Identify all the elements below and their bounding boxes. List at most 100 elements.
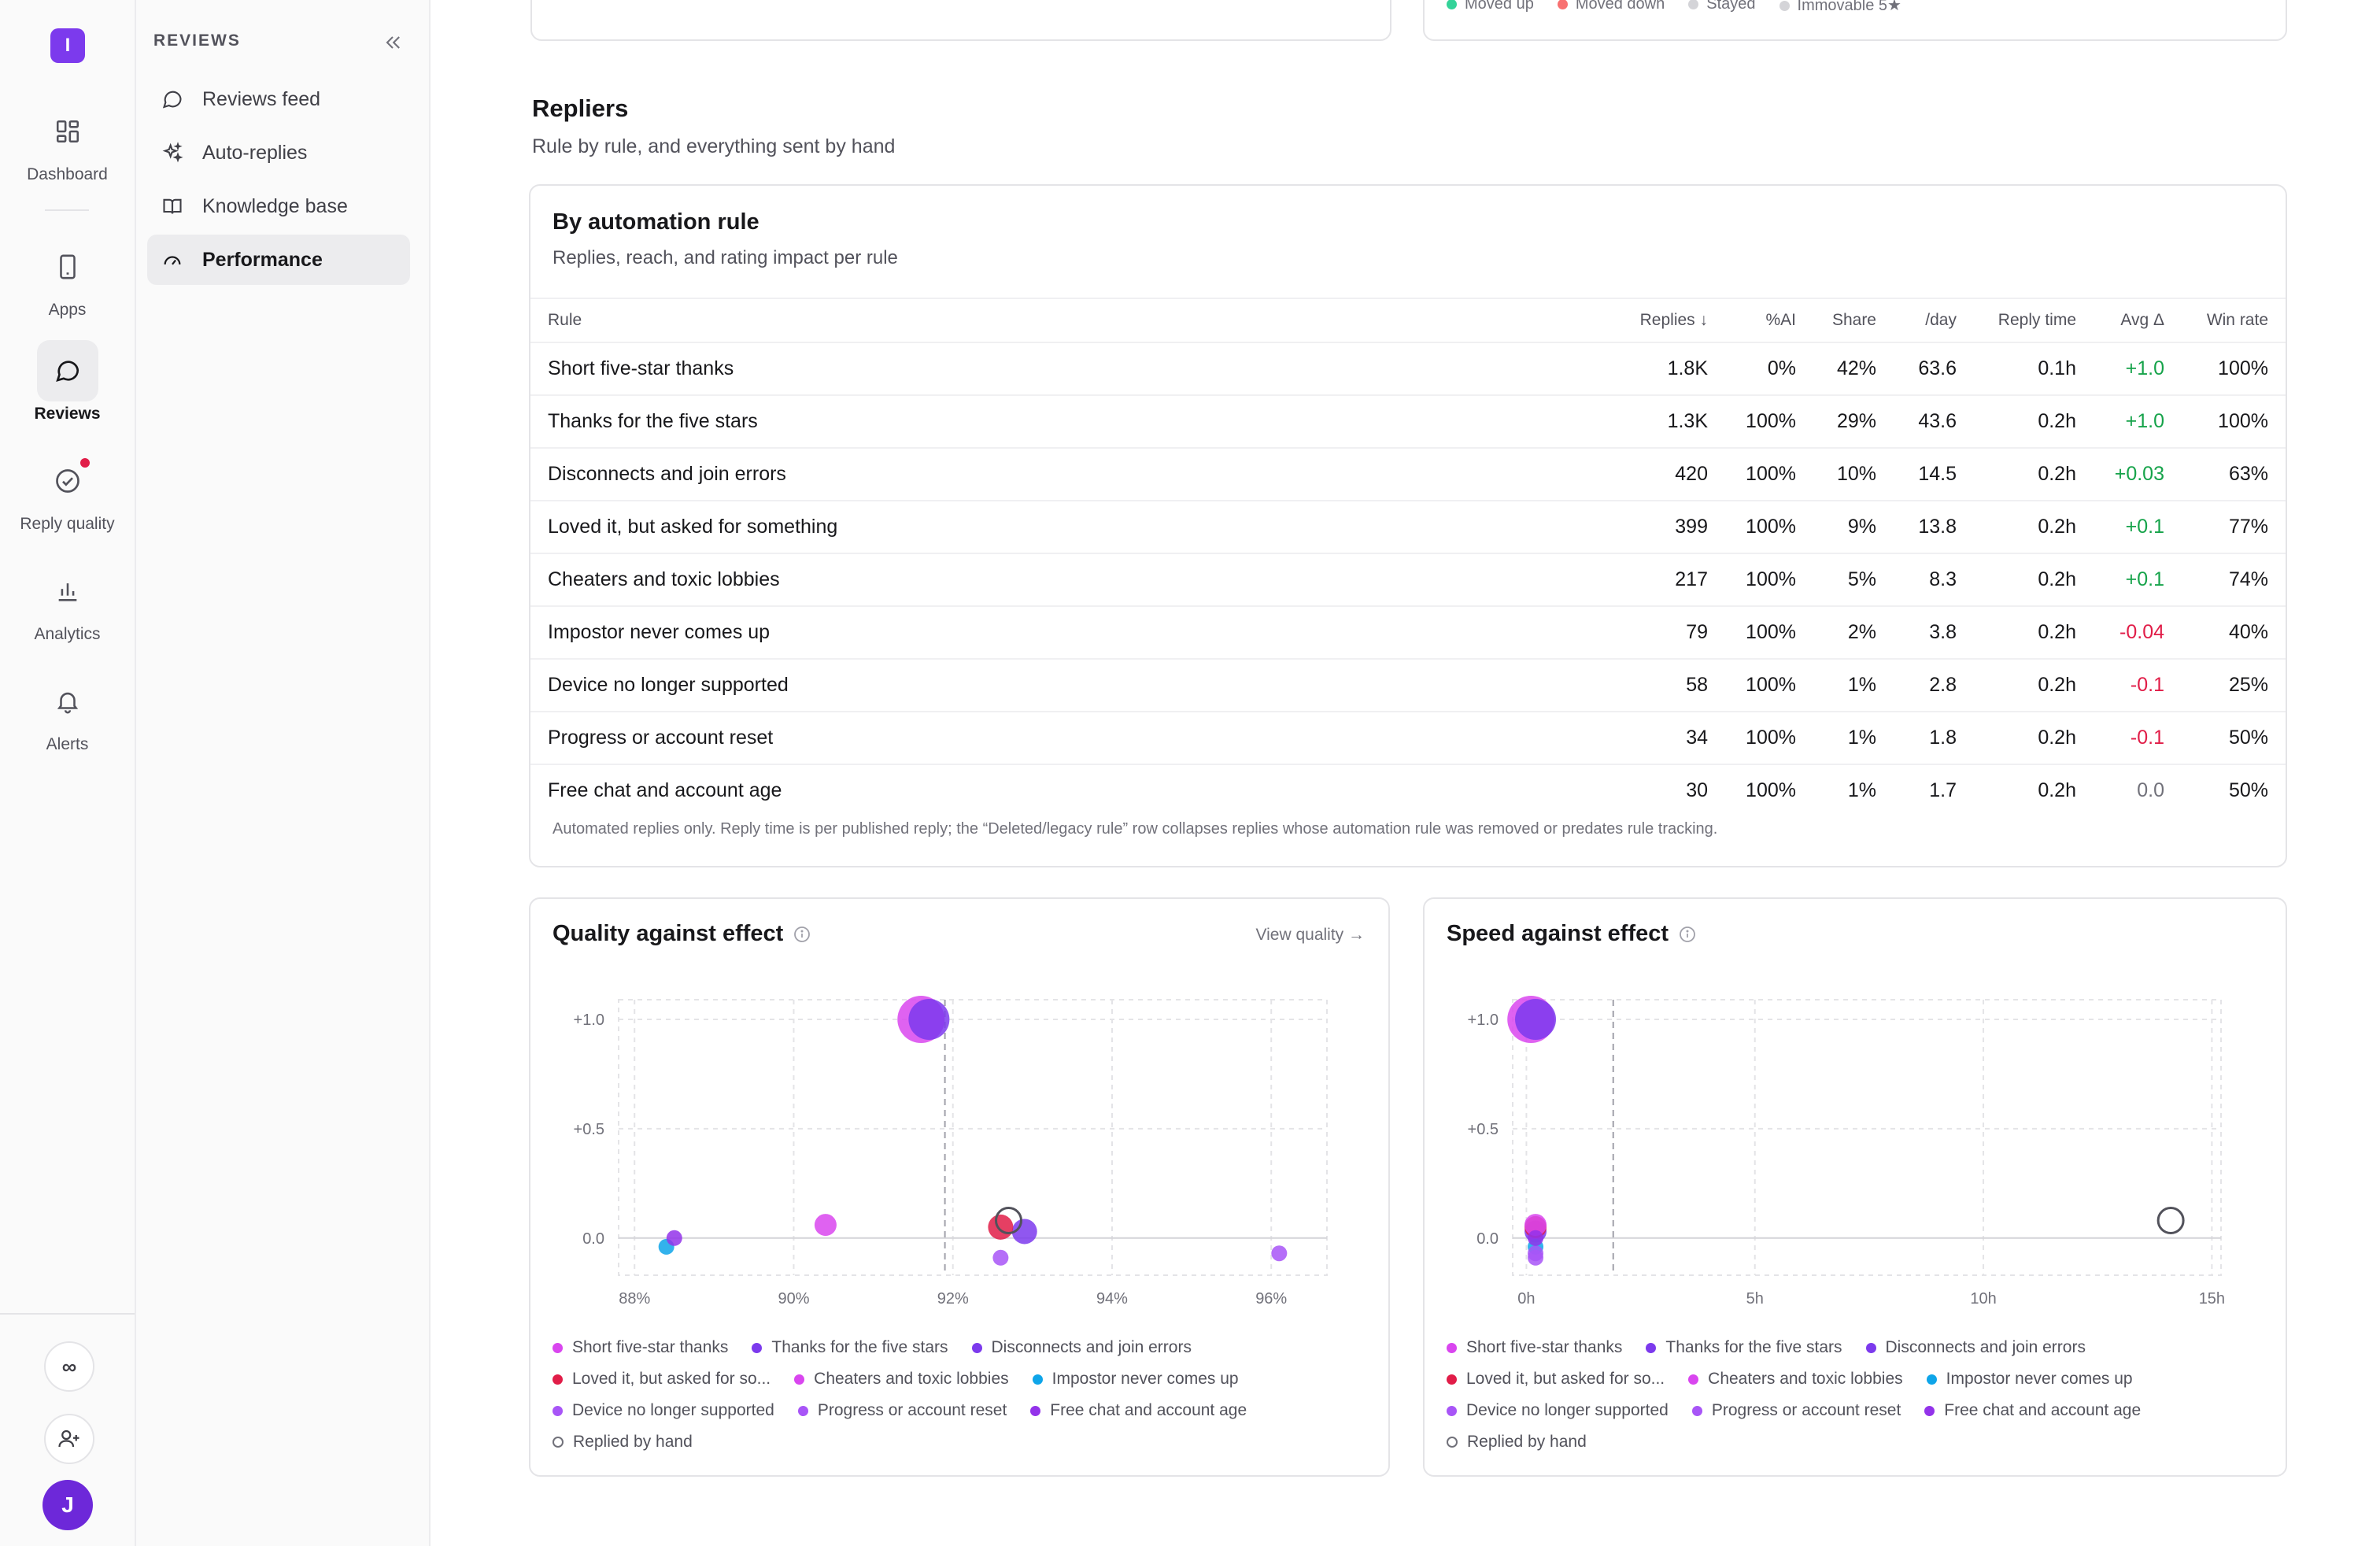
info-icon[interactable] xyxy=(1678,925,1697,944)
table-row[interactable]: Free chat and account age 30 100% 1% 1.7 0.2h… xyxy=(530,764,2286,816)
quality-chart-card: Quality against effect View quality → 88… xyxy=(529,897,1390,1477)
avatar[interactable]: J xyxy=(42,1480,93,1530)
column-header-replies[interactable]: Replies ↓ xyxy=(1613,298,1725,343)
legend-item[interactable]: Impostor never comes up xyxy=(1032,1370,1239,1389)
cell-avg-delta: +0.1 xyxy=(2094,553,2182,607)
column-header-avg-delta[interactable]: Avg Δ xyxy=(2094,298,2182,343)
cell-reply-time: 0.1h xyxy=(1974,342,2094,396)
section-title: Repliers xyxy=(532,94,629,122)
collapse-sidebar-button[interactable] xyxy=(382,31,404,57)
column-header-rule[interactable]: Rule xyxy=(530,298,1613,343)
rail-divider xyxy=(0,1313,135,1315)
info-icon[interactable] xyxy=(793,925,811,944)
cell-rule: Cheaters and toxic lobbies xyxy=(530,553,1613,607)
rail-item-analytics[interactable]: Analytics xyxy=(0,560,135,644)
legend-item[interactable]: Short five-star thanks xyxy=(1447,1338,1622,1357)
data-point xyxy=(2156,1207,2185,1235)
cell-ai: 100% xyxy=(1725,553,1813,607)
legend-item[interactable]: Replied by hand xyxy=(1447,1433,1587,1452)
y-tick-label: +1.0 xyxy=(574,1012,604,1029)
rail-item-reviews[interactable]: Reviews xyxy=(0,340,135,423)
card-subtitle: Replies, reach, and rating impact per ru… xyxy=(552,247,898,268)
x-tick-label: 5h xyxy=(1746,1290,1764,1307)
cell-per-day: 8.3 xyxy=(1894,553,1974,607)
sidebar-item-reviews-feed[interactable]: Reviews feed xyxy=(147,74,410,124)
sidebar-item-performance[interactable]: Performance xyxy=(147,235,410,285)
legend-item[interactable]: Thanks for the five stars xyxy=(1646,1338,1842,1357)
infinity-button[interactable]: ∞ xyxy=(44,1341,94,1392)
speed-chart-card: Speed against effect 0h 5h 10h 15h +1.0 +0.5 0… xyxy=(1423,897,2287,1477)
chart-title: Quality against effect xyxy=(552,921,784,946)
cell-avg-delta: +1.0 xyxy=(2094,342,2182,396)
view-quality-link[interactable]: View quality → xyxy=(1255,926,1365,944)
user-plus-icon xyxy=(58,1429,79,1448)
table-row[interactable]: Short five-star thanks 1.8K 0% 42% 63.6 0.1h +… xyxy=(530,342,2286,396)
rail-item-alerts[interactable]: Alerts xyxy=(0,671,135,754)
table-row[interactable]: Disconnects and join errors 420 100% 10% 14.… xyxy=(530,448,2286,501)
legend-item[interactable]: Device no longer supported xyxy=(1447,1401,1669,1420)
cell-reply-time: 0.2h xyxy=(1974,712,2094,765)
legend-item[interactable]: Progress or account reset xyxy=(1691,1401,1901,1420)
rail-label: Reviews xyxy=(34,405,101,423)
column-header-share[interactable]: Share xyxy=(1813,298,1894,343)
table-header-row: Rule Replies ↓ %AI Share /day Reply time… xyxy=(530,298,2286,343)
legend-item[interactable]: Loved it, but asked for so... xyxy=(1447,1370,1665,1389)
cell-ai: 100% xyxy=(1746,779,1796,801)
legend-item[interactable]: Disconnects and join errors xyxy=(971,1338,1192,1357)
rail-item-apps[interactable]: Apps xyxy=(0,236,135,320)
column-header-ai[interactable]: %AI xyxy=(1725,298,1813,343)
legend-item[interactable]: Free chat and account age xyxy=(1924,1401,2141,1420)
legend-item[interactable]: Short five-star thanks xyxy=(552,1338,728,1357)
chart-title-row: Quality against effect xyxy=(552,921,811,947)
section-subtitle: Rule by rule, and everything sent by han… xyxy=(532,135,896,157)
table-row[interactable]: Progress or account reset 34 100% 1% 1.8 0.2h… xyxy=(530,712,2286,765)
cell-rule: Free chat and account age xyxy=(548,779,782,801)
legend-item[interactable]: Thanks for the five stars xyxy=(752,1338,948,1357)
sidebar-item-knowledge-base[interactable]: Knowledge base xyxy=(147,181,410,231)
column-header-win-rate[interactable]: Win rate xyxy=(2182,298,2286,343)
gauge-icon xyxy=(161,249,193,271)
cell-reply-time: 0.2h xyxy=(1974,606,2094,660)
legend-item[interactable]: Progress or account reset xyxy=(797,1401,1007,1420)
table-row[interactable]: Impostor never comes up 79 100% 2% 3.8 0.2h -0… xyxy=(530,606,2286,660)
legend-item: Stayed xyxy=(1688,0,1756,15)
cell-replies: 217 xyxy=(1613,553,1725,607)
legend-item[interactable]: Device no longer supported xyxy=(552,1401,774,1420)
x-tick-label: 92% xyxy=(937,1290,969,1307)
legend-item[interactable]: Loved it, but asked for so... xyxy=(552,1370,771,1389)
cell-win-rate: 25% xyxy=(2182,659,2286,712)
x-tick-label: 15h xyxy=(2199,1290,2225,1307)
table-row[interactable]: Device no longer supported 58 100% 1% 2.8 0.2… xyxy=(530,659,2286,712)
chart-legend: Short five-star thanks Thanks for the fi… xyxy=(552,1332,1379,1458)
column-header-reply-time[interactable]: Reply time xyxy=(1974,298,2094,343)
cell-rule: Short five-star thanks xyxy=(530,342,1613,396)
rail-item-dashboard[interactable]: Dashboard xyxy=(0,101,135,184)
legend-item[interactable]: Cheaters and toxic lobbies xyxy=(794,1370,1009,1389)
rules-table-card: By automation rule Replies, reach, and r… xyxy=(529,184,2287,867)
table-row[interactable]: Thanks for the five stars 1.3K 100% 29% 43.6… xyxy=(530,395,2286,449)
rail-item-reply-quality[interactable]: Reply quality xyxy=(0,450,135,534)
table-row[interactable]: Cheaters and toxic lobbies 217 100% 5% 8.3 0.… xyxy=(530,553,2286,607)
legend-item: Immovable 5★ xyxy=(1779,0,1901,15)
legend-item[interactable]: Cheaters and toxic lobbies xyxy=(1688,1370,1903,1389)
cell-win-rate: 50% xyxy=(2182,712,2286,765)
data-point xyxy=(1528,1249,1544,1266)
legend-item[interactable]: Disconnects and join errors xyxy=(1865,1338,2086,1357)
table-row[interactable]: Loved it, but asked for something 399 100%… xyxy=(530,501,2286,554)
legend-item[interactable]: Free chat and account age xyxy=(1030,1401,1247,1420)
app-logo[interactable]: I xyxy=(50,28,85,63)
x-tick-label: 0h xyxy=(1517,1290,1535,1307)
sidebar-item-auto-replies[interactable]: Auto-replies xyxy=(147,128,410,178)
cell-win-rate: 74% xyxy=(2182,553,2286,607)
legend-item[interactable]: Impostor never comes up xyxy=(1926,1370,2133,1389)
cell-share: 2% xyxy=(1813,606,1894,660)
column-header-per-day[interactable]: /day xyxy=(1894,298,1974,343)
add-user-button[interactable] xyxy=(44,1414,94,1464)
data-point xyxy=(666,1230,682,1246)
data-point xyxy=(1011,1219,1037,1245)
cell-replies: 1.3K xyxy=(1613,395,1725,449)
chart-legend: Short five-star thanks Thanks for the fi… xyxy=(1447,1332,2273,1458)
legend-item[interactable]: Replied by hand xyxy=(552,1433,693,1452)
cell-share: 1% xyxy=(1813,659,1894,712)
rail-label: Alerts xyxy=(46,735,89,753)
